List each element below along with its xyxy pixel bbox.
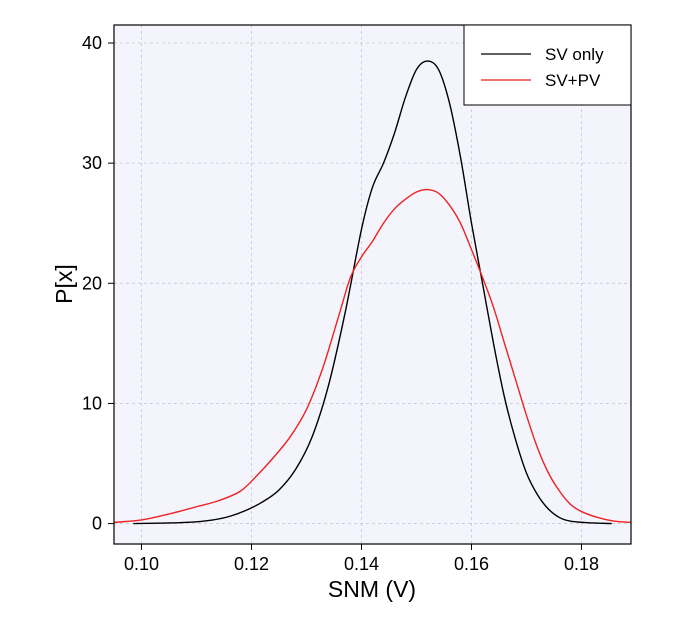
x-tick-label-4: 0.18 [564, 554, 599, 574]
series-layer [113, 60, 632, 525]
y-tick-label-3: 30 [82, 153, 102, 173]
legend-box [463, 24, 632, 106]
legend-label-sv-pv: SV+PV [545, 71, 601, 90]
series-line-sv-pv [113, 188, 632, 524]
y-tick-label-2: 20 [82, 273, 102, 293]
y-tick-label-0: 0 [92, 514, 102, 534]
series-line-sv-only [133, 60, 612, 525]
x-axis: 0.10 0.12 0.14 0.16 0.18 [124, 544, 599, 574]
legend: SV only SV+PV [463, 24, 632, 106]
y-tick-label-4: 40 [82, 33, 102, 53]
x-tick-label-2: 0.14 [344, 554, 379, 574]
x-tick-label-1: 0.12 [234, 554, 269, 574]
plot-frame [113, 24, 632, 545]
x-tick-label-3: 0.16 [454, 554, 489, 574]
plot-area [114, 25, 631, 544]
y-tick-label-1: 10 [82, 393, 102, 413]
legend-label-sv-only: SV only [545, 45, 604, 64]
grid [114, 25, 631, 544]
y-axis: 0 10 20 30 40 [82, 33, 114, 534]
x-tick-label-0: 0.10 [124, 554, 159, 574]
x-axis-label: SNM (V) [328, 576, 416, 602]
y-axis-label: P[x] [51, 264, 77, 304]
